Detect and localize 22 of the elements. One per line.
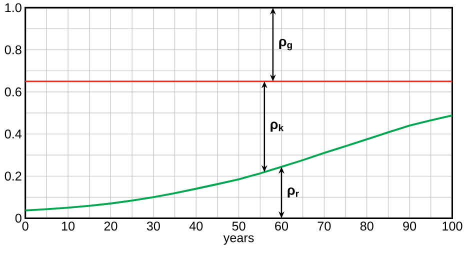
y-tick-label: 0 (15, 214, 22, 223)
annotation: ρ$_{g}$ (279, 38, 292, 50)
line-series (24, 114, 454, 212)
y-tick-label: 0.2 (4, 172, 22, 181)
x-tick-label: 80 (360, 222, 374, 231)
annotation: ρ$_{r}$ (288, 187, 299, 198)
x-tick-label: 70 (318, 222, 331, 231)
x-tick-label: 50 (232, 222, 246, 231)
y-tick-label: 0.4 (4, 129, 22, 138)
x-tick-label: 10 (62, 222, 75, 231)
x-axis-title: years (223, 235, 254, 245)
x-tick-label: 20 (104, 222, 118, 231)
y-tick-label: 0.8 (4, 45, 22, 54)
x-tick-label: 30 (146, 222, 160, 231)
x-tick-label: 60 (275, 222, 288, 231)
x-tick-label: 40 (189, 222, 203, 231)
annotation: ρ$_{k}$ (270, 122, 284, 132)
x-tick-label: 100 (442, 222, 462, 231)
y-tick-label: 0.6 (4, 87, 22, 96)
x-tick-label: 0 (22, 222, 28, 231)
x-tick-label: 90 (403, 222, 416, 231)
y-tick-label: 1.0 (5, 3, 22, 12)
